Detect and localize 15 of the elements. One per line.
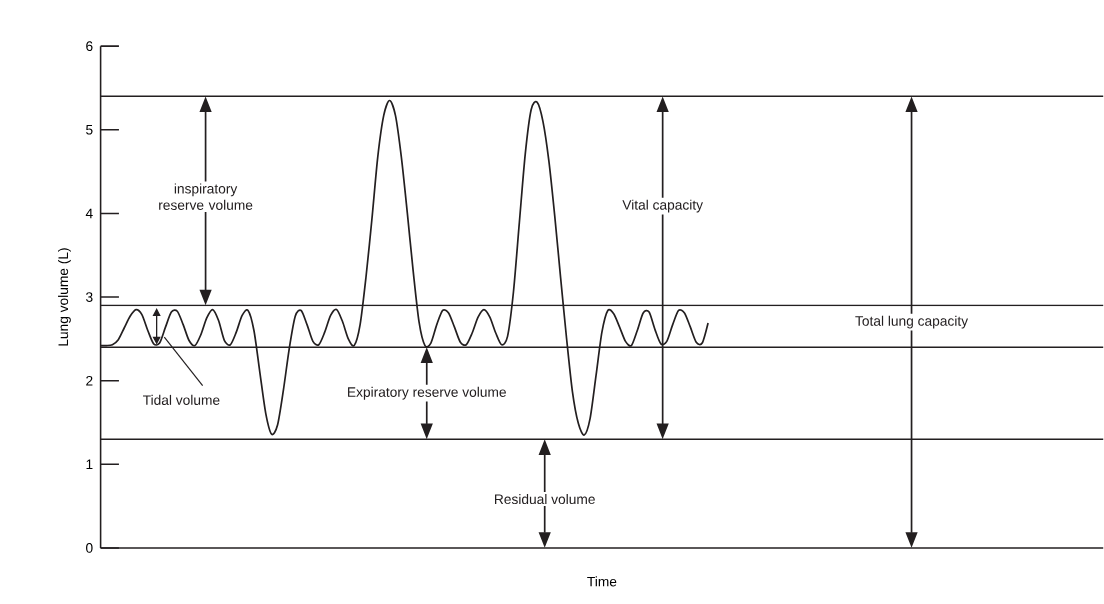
y-tick-label: 3 — [86, 292, 93, 302]
annotation: Vital capacity — [622, 199, 703, 213]
y-tick-label: 1 — [86, 459, 93, 470]
annotation: Expiratory reserve volume — [348, 386, 506, 400]
annotation: inspiratory reserve volume — [159, 183, 253, 210]
y-tick-label: 6 — [86, 41, 93, 52]
annotation: Total lung capacity — [855, 315, 969, 329]
y-tick-label: 5 — [86, 125, 93, 135]
y-axis-title: Lung volume (L) — [58, 248, 71, 346]
y-tick-label: 4 — [85, 208, 93, 219]
annotation: Residual volume — [495, 494, 595, 505]
y-tick-label: 2 — [86, 375, 93, 386]
annotation: Tidal volume — [143, 394, 220, 406]
y-tick-label: 0 — [86, 543, 93, 553]
x-axis-title: Time — [587, 576, 617, 587]
